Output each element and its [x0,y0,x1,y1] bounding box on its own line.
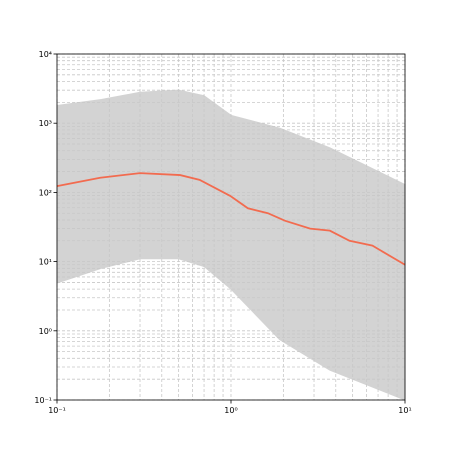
x-tick-label: 10⁻¹ [48,406,66,415]
y-tick-label: 10⁰ [39,327,52,336]
y-tick-label: 10² [39,188,52,197]
y-tick-label: 10⁻¹ [34,396,52,405]
y-tick-label: 10³ [39,119,52,128]
x-tick-label: 10¹ [398,406,411,415]
y-tick-label: 10⁴ [39,50,52,59]
y-tick-label: 10¹ [39,258,52,267]
median-line [56,172,406,266]
x-tick-label: 10⁰ [224,406,237,415]
